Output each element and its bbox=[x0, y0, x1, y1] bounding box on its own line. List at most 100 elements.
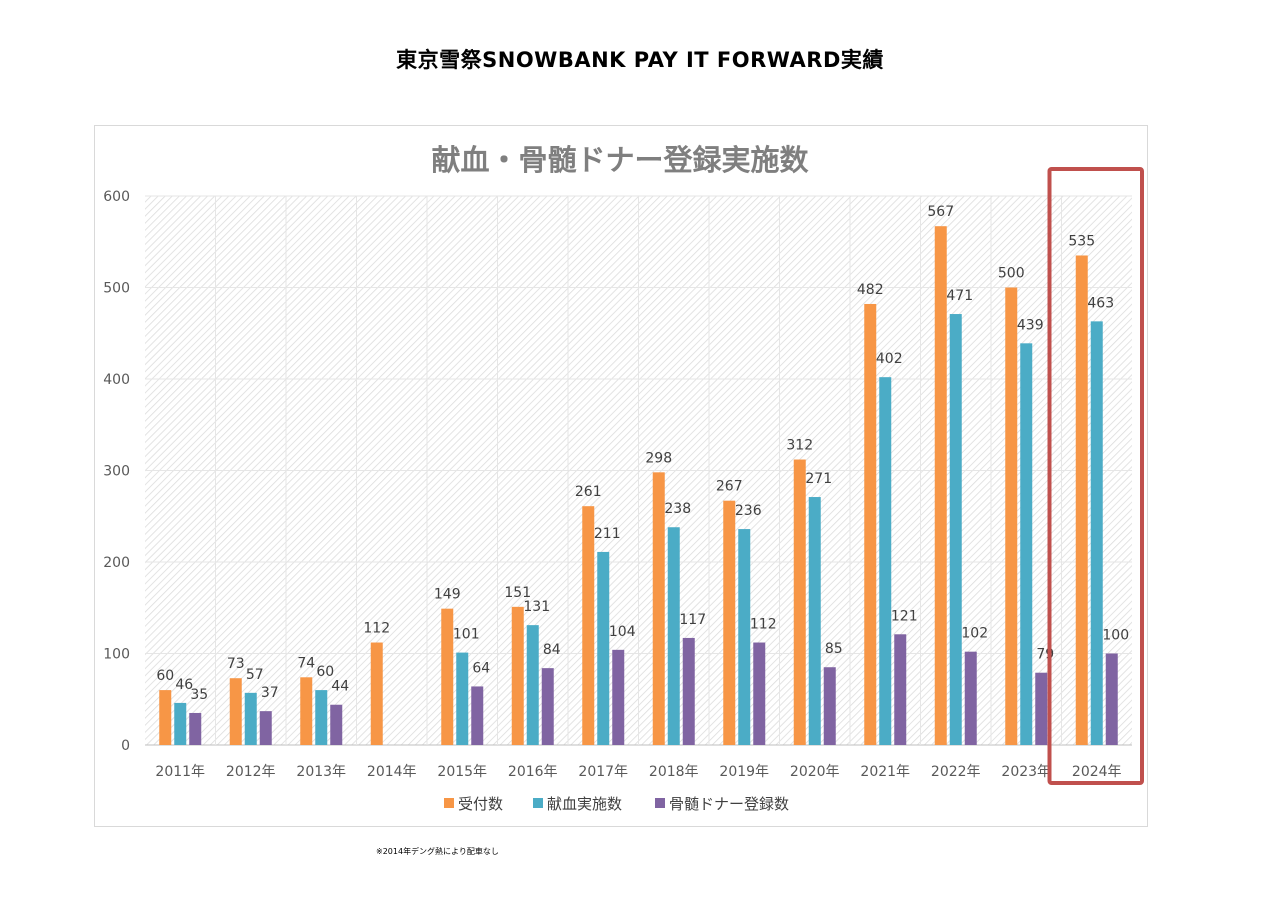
data-label: 117 bbox=[679, 612, 706, 628]
bar bbox=[652, 472, 665, 745]
legend-swatch bbox=[444, 798, 454, 808]
data-label: 73 bbox=[227, 656, 245, 672]
bar bbox=[1005, 287, 1018, 745]
bar bbox=[300, 677, 313, 745]
bar bbox=[612, 649, 625, 745]
bar bbox=[315, 690, 328, 745]
data-label: 271 bbox=[805, 471, 832, 487]
y-tick-label: 300 bbox=[103, 464, 130, 480]
bar bbox=[456, 652, 469, 745]
data-label: 482 bbox=[857, 282, 884, 298]
bar bbox=[738, 529, 751, 745]
data-label: 60 bbox=[156, 668, 174, 684]
bar bbox=[808, 497, 821, 745]
data-label: 104 bbox=[609, 624, 636, 640]
bar bbox=[1020, 343, 1033, 745]
data-label: 567 bbox=[927, 204, 954, 220]
data-labels: 6046357357377460441121491016415113184261… bbox=[156, 204, 1129, 703]
chart-title: 献血・骨髄ドナー登録実施数 bbox=[431, 143, 809, 177]
bar bbox=[682, 637, 695, 745]
data-label: 402 bbox=[876, 351, 903, 367]
legend-swatch bbox=[655, 798, 665, 808]
highlight-box bbox=[1047, 167, 1144, 785]
x-tick-label: 2011年 bbox=[155, 764, 205, 780]
bar bbox=[582, 506, 595, 745]
x-tick-label: 2019年 bbox=[719, 764, 769, 780]
bar bbox=[244, 692, 257, 745]
data-label: 151 bbox=[504, 585, 531, 601]
x-tick-label: 2023年 bbox=[1001, 764, 1051, 780]
bar bbox=[934, 226, 947, 745]
x-tick-label: 2022年 bbox=[931, 764, 981, 780]
legend-label: 骨髄ドナー登録数 bbox=[669, 795, 789, 813]
y-tick-label: 400 bbox=[103, 372, 130, 388]
data-label: 44 bbox=[331, 679, 349, 695]
bar bbox=[1090, 321, 1103, 745]
x-tick-label: 2015年 bbox=[437, 764, 487, 780]
bar bbox=[189, 712, 202, 745]
highlight-rectangle bbox=[1047, 167, 1144, 785]
data-label: 100 bbox=[1102, 628, 1129, 644]
data-label: 500 bbox=[998, 266, 1025, 282]
bar bbox=[964, 651, 977, 745]
bar bbox=[894, 634, 907, 745]
bar bbox=[864, 303, 877, 745]
page-title: 東京雪祭SNOWBANK PAY IT FORWARD実績 bbox=[396, 48, 884, 72]
x-tick-label: 2021年 bbox=[860, 764, 910, 780]
data-label: 35 bbox=[190, 687, 208, 703]
legend-swatch bbox=[533, 798, 543, 808]
y-tick-label: 100 bbox=[103, 647, 130, 663]
x-tick-label: 2012年 bbox=[226, 764, 276, 780]
y-tick-label: 200 bbox=[103, 555, 130, 571]
data-label: 149 bbox=[434, 587, 461, 603]
data-label: 261 bbox=[575, 484, 602, 500]
data-label: 84 bbox=[543, 642, 561, 658]
data-label: 46 bbox=[175, 677, 193, 693]
bar bbox=[1075, 255, 1088, 745]
data-label: 74 bbox=[297, 655, 315, 671]
data-label: 121 bbox=[891, 608, 918, 624]
x-tick-label: 2024年 bbox=[1072, 764, 1122, 780]
bar bbox=[793, 459, 806, 745]
data-label: 211 bbox=[594, 526, 621, 542]
bar bbox=[823, 667, 836, 745]
data-label: 102 bbox=[961, 626, 988, 642]
bar bbox=[159, 690, 172, 745]
bar bbox=[723, 500, 736, 745]
data-label: 112 bbox=[363, 621, 390, 637]
bar bbox=[511, 606, 524, 745]
data-label: 57 bbox=[246, 667, 264, 683]
x-tick-label: 2013年 bbox=[296, 764, 346, 780]
y-axis: 0 100 200 300 400 500 600 bbox=[103, 189, 130, 754]
data-label: 471 bbox=[946, 288, 973, 304]
legend-label: 受付数 bbox=[458, 795, 503, 813]
bar bbox=[526, 625, 539, 745]
data-label: 535 bbox=[1068, 233, 1095, 249]
data-label: 60 bbox=[316, 664, 334, 680]
bar bbox=[597, 551, 610, 745]
data-label: 101 bbox=[453, 627, 480, 643]
data-label: 439 bbox=[1017, 317, 1044, 333]
data-label: 131 bbox=[523, 599, 550, 615]
data-label: 64 bbox=[472, 660, 490, 676]
x-tick-label: 2017年 bbox=[578, 764, 628, 780]
legend: 受付数 献血実施数 骨髄ドナー登録数 bbox=[444, 795, 789, 813]
y-tick-label: 600 bbox=[103, 189, 130, 205]
bar bbox=[667, 527, 680, 745]
bar bbox=[753, 642, 766, 745]
x-tick-label: 2016年 bbox=[508, 764, 558, 780]
bar bbox=[330, 704, 343, 745]
bar bbox=[174, 702, 187, 745]
bar bbox=[949, 314, 962, 745]
bars bbox=[159, 226, 1118, 745]
bar bbox=[441, 608, 454, 745]
bar bbox=[370, 642, 383, 745]
data-label: 238 bbox=[664, 501, 691, 517]
data-label: 267 bbox=[716, 479, 743, 495]
data-label: 298 bbox=[645, 450, 672, 466]
data-label: 463 bbox=[1087, 295, 1114, 311]
data-label: 85 bbox=[825, 641, 843, 657]
bar bbox=[471, 686, 484, 745]
bar bbox=[879, 377, 892, 745]
